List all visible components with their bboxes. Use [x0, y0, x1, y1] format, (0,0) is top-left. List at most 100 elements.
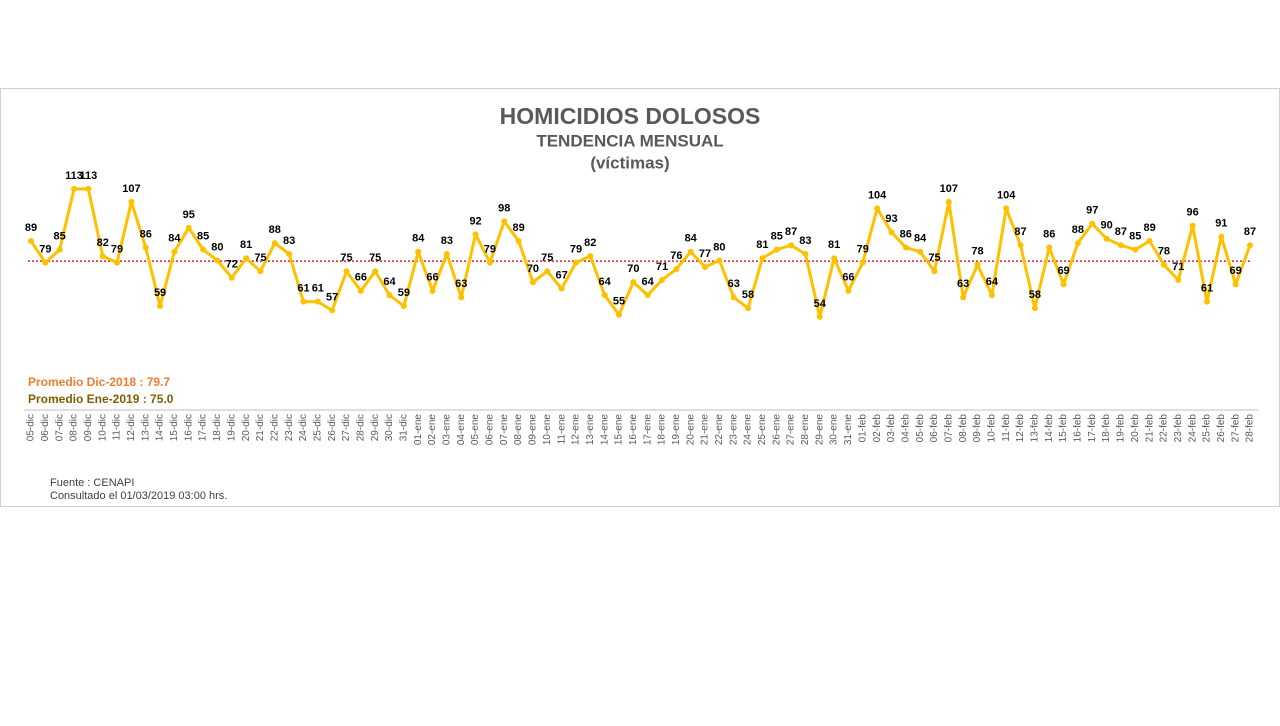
data-label: 58: [742, 289, 754, 301]
data-label: 78: [971, 246, 983, 258]
data-point: [214, 257, 221, 264]
data-label: 113: [65, 170, 83, 182]
data-point: [343, 268, 350, 275]
x-tick-label: 23-dic: [284, 414, 295, 441]
x-tick-label: 08-feb: [958, 414, 969, 443]
x-tick-label: 04-ene: [456, 414, 467, 446]
data-label: 54: [814, 298, 827, 310]
x-tick-label: 31-dic: [399, 414, 410, 441]
data-label: 72: [226, 259, 238, 271]
data-point: [99, 253, 106, 260]
data-point: [257, 268, 264, 275]
x-tick-label: 06-feb: [929, 414, 940, 443]
data-label: 61: [312, 283, 324, 295]
x-tick-label: 12-feb: [1015, 414, 1026, 443]
data-label: 75: [369, 252, 381, 264]
data-label: 83: [441, 235, 453, 247]
x-tick-label: 28-dic: [355, 414, 366, 441]
data-label: 66: [426, 272, 438, 284]
x-tick-label: 03-ene: [442, 414, 453, 446]
data-label: 85: [54, 231, 66, 243]
x-tick-label: 21-feb: [1144, 414, 1155, 443]
data-point: [615, 311, 622, 318]
data-label: 64: [383, 276, 396, 288]
data-point: [429, 287, 436, 294]
data-label: 84: [914, 233, 927, 245]
x-tick-label: 09-feb: [972, 414, 983, 443]
x-tick-label: 05-ene: [470, 414, 481, 446]
data-label: 80: [713, 241, 725, 253]
data-label: 66: [355, 272, 367, 284]
x-tick-label: 25-feb: [1202, 414, 1213, 443]
data-point: [56, 246, 63, 253]
x-tick-label: 15-feb: [1058, 414, 1069, 443]
x-tick-label: 12-ene: [571, 414, 582, 446]
data-point: [773, 246, 780, 253]
data-label: 71: [656, 261, 668, 273]
data-label: 86: [1043, 228, 1055, 240]
x-tick-label: 20-feb: [1130, 414, 1141, 443]
data-label: 79: [111, 244, 123, 256]
x-tick-label: 14-ene: [599, 414, 610, 446]
x-tick-label: 26-feb: [1216, 414, 1227, 443]
data-label: 83: [799, 235, 811, 247]
x-tick-label: 01-ene: [413, 414, 424, 446]
x-tick-label: 25-dic: [312, 414, 323, 441]
data-point: [1003, 205, 1010, 212]
consulted-note: Consultado el 01/03/2019 03:00 hrs.: [50, 490, 227, 502]
x-tick-label: 26-ene: [771, 414, 782, 446]
data-point: [329, 307, 336, 314]
x-tick-label: 28-ene: [800, 414, 811, 446]
x-tick-label: 22-feb: [1159, 414, 1170, 443]
data-point: [128, 198, 135, 205]
data-point: [831, 255, 838, 262]
data-label: 93: [885, 213, 897, 225]
x-tick-label: 08-dic: [69, 414, 80, 441]
x-tick-label: 29-ene: [814, 414, 825, 446]
chart-title: HOMICIDIOS DOLOSOS: [500, 103, 761, 129]
data-label: 79: [39, 244, 51, 256]
x-tick-label: 09-dic: [83, 414, 94, 441]
data-point: [486, 259, 493, 266]
data-label: 66: [842, 272, 854, 284]
data-point: [142, 244, 149, 251]
data-label: 69: [1057, 265, 1069, 277]
data-label: 96: [1187, 207, 1199, 219]
data-point: [200, 246, 207, 253]
data-label: 88: [1072, 224, 1084, 236]
data-point: [501, 218, 508, 225]
data-label: 87: [785, 226, 797, 238]
data-label: 87: [1244, 226, 1256, 238]
x-tick-label: 31-ene: [843, 414, 854, 446]
x-tick-label: 11-feb: [1001, 414, 1012, 442]
data-label: 63: [455, 278, 467, 290]
data-point: [874, 205, 881, 212]
data-label: 113: [79, 170, 97, 182]
data-label: 82: [584, 237, 596, 249]
x-tick-label: 19-ene: [671, 414, 682, 446]
x-tick-label: 04-feb: [900, 414, 911, 443]
data-label: 61: [297, 283, 309, 295]
x-tick-label: 22-dic: [269, 414, 280, 441]
data-label: 86: [900, 228, 912, 240]
data-label: 83: [283, 235, 295, 247]
data-label: 85: [1129, 231, 1141, 243]
data-label: 82: [97, 237, 109, 249]
data-point: [931, 268, 938, 275]
x-tick-label: 16-feb: [1073, 414, 1084, 443]
x-tick-label: 19-feb: [1116, 414, 1127, 443]
data-point: [644, 292, 651, 299]
data-point: [472, 231, 479, 238]
data-point: [816, 313, 823, 320]
x-tick-label: 10-ene: [542, 414, 553, 446]
x-tick-label: 07-feb: [943, 414, 954, 443]
x-tick-label: 06-ene: [485, 414, 496, 446]
x-tick-label: 18-dic: [212, 414, 223, 441]
data-point: [1089, 220, 1096, 227]
data-label: 95: [183, 209, 195, 221]
average-note: Promedio Dic-2018 : 79.7: [28, 375, 170, 389]
data-label: 86: [140, 228, 152, 240]
x-tick-label: 27-ene: [786, 414, 797, 446]
data-point: [286, 250, 293, 257]
